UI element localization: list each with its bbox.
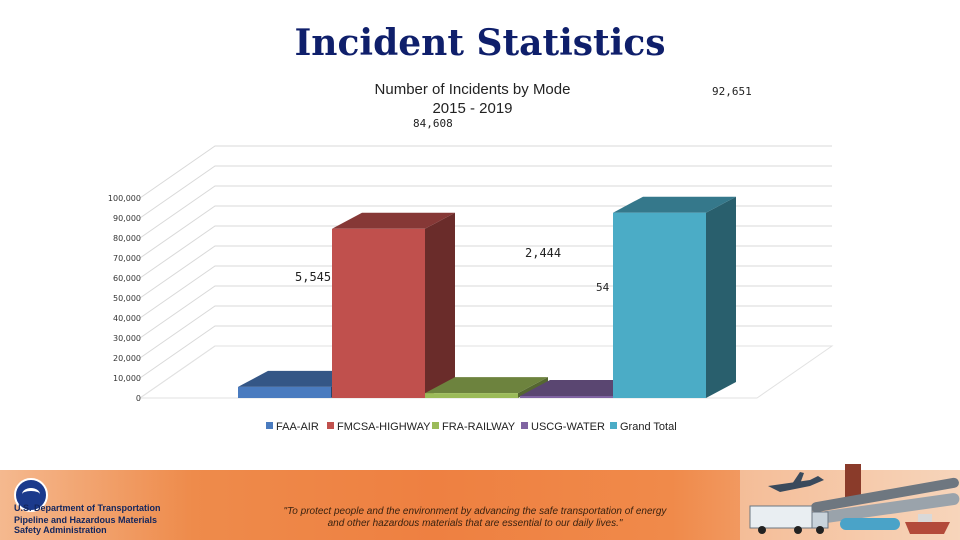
y-tick-label: 80,000: [113, 234, 141, 243]
bar-front-face: [520, 396, 613, 398]
legend-swatch: [521, 422, 528, 429]
legend-item-uscg-water: USCG-WATER: [521, 421, 605, 433]
bar-front-face: [425, 393, 518, 398]
y-tick-label: 0: [136, 394, 141, 403]
legend-label: FAA-AIR: [276, 421, 319, 433]
y-tick-label: 90,000: [113, 214, 141, 223]
y-tick-label: 70,000: [113, 254, 141, 263]
legend-label: FMCSA-HIGHWAY: [337, 421, 431, 433]
bar-top-face: [332, 212, 455, 229]
gridline: [139, 165, 832, 219]
agency-name: U.S. Department of Transportation: [14, 503, 161, 513]
gridline: [139, 145, 832, 199]
legend-label: FRA-RAILWAY: [442, 421, 516, 433]
bar-top-face: [425, 377, 548, 394]
data-label-faa-air: 5,545: [295, 270, 331, 284]
bar-side-face: [518, 377, 548, 398]
y-tick-label: 60,000: [113, 274, 141, 283]
bar-top-face: [238, 370, 361, 387]
gridline: [139, 185, 832, 239]
bar-side-face: [425, 212, 455, 398]
y-tick-label: 10,000: [113, 374, 141, 383]
legend-label: Grand Total: [620, 421, 677, 433]
data-labels: 5,545 84,608 2,444 54 92,651: [295, 85, 752, 294]
bar-front-face: [238, 386, 331, 398]
legend-swatch: [266, 422, 273, 429]
chart-bars: [238, 196, 736, 398]
legend-item-fmcsa-highway: FMCSA-HIGHWAY: [327, 421, 431, 433]
legend-swatch: [610, 422, 617, 429]
legend-item-grand-total: Grand Total: [610, 421, 677, 433]
y-tick-label: 40,000: [113, 314, 141, 323]
legend-swatch: [432, 422, 439, 429]
bar-top-face: [613, 196, 736, 213]
chart-title-line2: 2015 - 2019: [432, 100, 513, 117]
bar-front-face: [613, 212, 706, 398]
y-tick-label: 30,000: [113, 334, 141, 343]
mission-quote-line1: "To protect people and the environment b…: [283, 506, 667, 517]
bar-fmcsa-highway: [332, 212, 455, 398]
agency-subname-line1: Pipeline and Hazardous Materials: [14, 515, 158, 525]
data-label-fmcsa-highway: 84,608: [413, 117, 453, 130]
slide-title: Incident Statistics: [294, 22, 666, 64]
bar-chart: 0 10,000 20,000 30,000 40,000 50,000 60,000 70,…: [108, 85, 834, 433]
agency-subname-line2: Safety Administration: [14, 525, 107, 535]
y-tick-label: 100,000: [108, 194, 141, 203]
legend-item-fra-railway: FRA-RAILWAY: [432, 421, 516, 433]
dot-logo-icon: [14, 478, 48, 512]
data-label-grand-total: 92,651: [712, 85, 752, 98]
chart-legend: FAA-AIR FMCSA-HIGHWAY FRA-RAILWAY USCG-WATE…: [266, 421, 677, 433]
chart-title: Number of Incidents by Mode 2015 - 2019: [330, 80, 615, 118]
bar-front-face: [332, 228, 425, 398]
bar-fra-railway: [425, 377, 548, 398]
agency-subname: Pipeline and Hazardous Materials Safety …: [14, 515, 157, 535]
legend-item-faa-air: FAA-AIR: [266, 421, 319, 433]
transport-collage-icon: [740, 464, 960, 540]
data-label-uscg-water: 54: [596, 281, 610, 294]
y-axis-ticks: 0 10,000 20,000 30,000 40,000 50,000 60,000 70,…: [108, 194, 141, 403]
mission-quote-line2: and other hazardous materials that are e…: [327, 518, 623, 529]
mission-quote: "To protect people and the environment b…: [240, 506, 710, 530]
y-tick-label: 20,000: [113, 354, 141, 363]
data-label-fra-railway: 2,444: [525, 246, 561, 260]
legend-swatch: [327, 422, 334, 429]
legend-label: USCG-WATER: [531, 421, 605, 433]
bar-side-face: [706, 196, 736, 398]
chart-title-line1: Number of Incidents by Mode: [374, 81, 571, 98]
bar-grand-total: [613, 196, 736, 398]
y-tick-label: 50,000: [113, 294, 141, 303]
bar-top-face: [520, 380, 643, 396]
